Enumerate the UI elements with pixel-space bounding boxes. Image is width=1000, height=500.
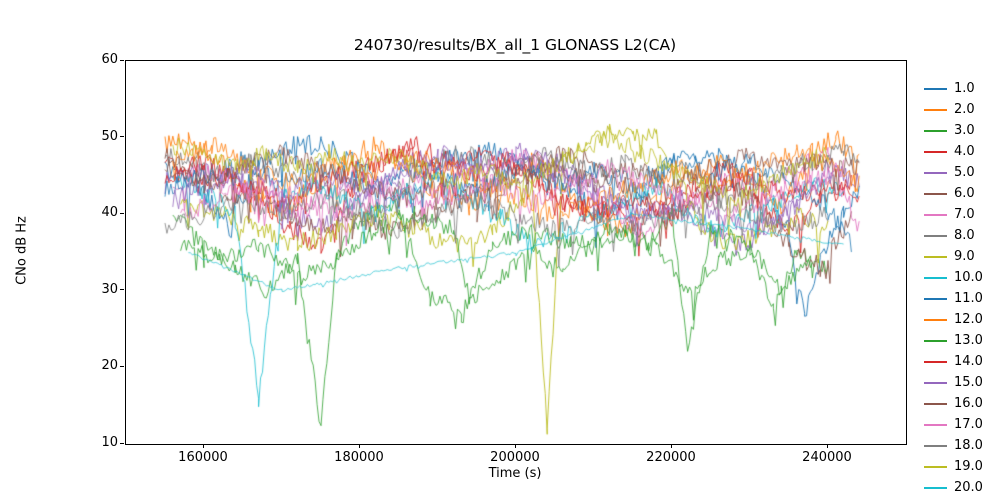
legend-entry: 5.0 bbox=[924, 162, 1000, 183]
legend-label: 15.0 bbox=[954, 375, 983, 390]
legend-line-swatch bbox=[924, 234, 947, 237]
legend-entry: 13.0 bbox=[924, 330, 1000, 351]
legend: 1.0 2.0 3.0 4.0 5.0 6.0 7.0 8.0 9.0 10.0 11.0 12.0 1… bbox=[924, 78, 1000, 498]
y-tick-mark bbox=[120, 136, 124, 138]
legend-label: 5.0 bbox=[954, 165, 975, 180]
legend-label: 3.0 bbox=[954, 123, 975, 138]
legend-label: 12.0 bbox=[954, 312, 983, 327]
legend-label: 16.0 bbox=[954, 396, 983, 411]
chart-title: 240730/results/BX_all_1 GLONASS L2(CA) bbox=[353, 36, 677, 54]
legend-line-swatch bbox=[924, 192, 947, 195]
y-tick-mark bbox=[120, 442, 124, 444]
y-tick-label: 50 bbox=[101, 128, 118, 144]
y-tick-mark bbox=[120, 365, 124, 367]
legend-line-swatch bbox=[924, 486, 947, 489]
plot-area bbox=[125, 60, 907, 445]
legend-line-swatch bbox=[924, 381, 947, 384]
legend-line-swatch bbox=[924, 171, 947, 174]
x-tick-label: 180000 bbox=[334, 450, 384, 465]
legend-line-swatch bbox=[924, 129, 947, 132]
legend-line-swatch bbox=[924, 297, 947, 300]
legend-entry: 16.0 bbox=[924, 393, 1000, 414]
legend-entry: 4.0 bbox=[924, 141, 1000, 162]
legend-label: 20.0 bbox=[954, 480, 983, 495]
y-tick-label: 30 bbox=[101, 281, 118, 297]
legend-entry: 8.0 bbox=[924, 225, 1000, 246]
x-axis-label: Time (s) bbox=[488, 466, 542, 481]
y-tick-label: 40 bbox=[101, 205, 118, 221]
legend-line-swatch bbox=[924, 150, 947, 153]
legend-line-swatch bbox=[924, 276, 947, 279]
legend-entry: 7.0 bbox=[924, 204, 1000, 225]
legend-entry: 18.0 bbox=[924, 435, 1000, 456]
y-tick-label: 60 bbox=[101, 52, 118, 67]
legend-label: 1.0 bbox=[954, 81, 975, 96]
x-tick-label: 160000 bbox=[178, 450, 228, 465]
y-tick-mark bbox=[120, 212, 124, 214]
legend-line-swatch bbox=[924, 108, 947, 111]
legend-label: 9.0 bbox=[954, 249, 975, 264]
legend-label: 13.0 bbox=[954, 333, 983, 348]
legend-line-swatch bbox=[924, 339, 947, 342]
legend-entry: 6.0 bbox=[924, 183, 1000, 204]
legend-label: 4.0 bbox=[954, 144, 975, 159]
legend-entry: 14.0 bbox=[924, 351, 1000, 372]
legend-line-swatch bbox=[924, 402, 947, 405]
legend-label: 14.0 bbox=[954, 354, 983, 369]
legend-label: 17.0 bbox=[954, 417, 983, 432]
y-tick-mark bbox=[120, 289, 124, 291]
legend-entry: 2.0 bbox=[924, 99, 1000, 120]
legend-label: 19.0 bbox=[954, 459, 983, 474]
legend-entry: 10.0 bbox=[924, 267, 1000, 288]
x-tick-mark bbox=[670, 444, 672, 448]
legend-label: 10.0 bbox=[954, 270, 983, 285]
y-tick-label: 20 bbox=[101, 358, 118, 374]
legend-entry: 11.0 bbox=[924, 288, 1000, 309]
legend-line-swatch bbox=[924, 318, 947, 321]
y-axis-label: CNo dB Hz bbox=[14, 216, 30, 285]
x-tick-label: 200000 bbox=[490, 450, 540, 465]
x-tick-label: 240000 bbox=[802, 450, 852, 465]
legend-line-swatch bbox=[924, 465, 947, 468]
x-tick-label: 220000 bbox=[646, 450, 696, 465]
legend-line-swatch bbox=[924, 423, 947, 426]
x-tick-mark bbox=[514, 444, 516, 448]
x-tick-mark bbox=[826, 444, 828, 448]
legend-entry: 1.0 bbox=[924, 78, 1000, 99]
legend-label: 2.0 bbox=[954, 102, 975, 117]
series-lines-canvas bbox=[126, 61, 906, 444]
legend-entry: 19.0 bbox=[924, 456, 1000, 477]
legend-line-swatch bbox=[924, 255, 947, 258]
legend-line-swatch bbox=[924, 87, 947, 90]
y-tick-mark bbox=[120, 59, 124, 61]
y-tick-label: 10 bbox=[101, 435, 118, 450]
legend-label: 11.0 bbox=[954, 291, 983, 306]
x-tick-mark bbox=[202, 444, 204, 448]
legend-entry: 12.0 bbox=[924, 309, 1000, 330]
legend-entry: 15.0 bbox=[924, 372, 1000, 393]
legend-line-swatch bbox=[924, 213, 947, 216]
legend-label: 6.0 bbox=[954, 186, 975, 201]
legend-label: 7.0 bbox=[954, 207, 975, 222]
legend-label: 18.0 bbox=[954, 438, 983, 453]
x-tick-mark bbox=[358, 444, 360, 448]
legend-entry: 17.0 bbox=[924, 414, 1000, 435]
legend-label: 8.0 bbox=[954, 228, 975, 243]
legend-line-swatch bbox=[924, 360, 947, 363]
legend-entry: 3.0 bbox=[924, 120, 1000, 141]
legend-entry: 9.0 bbox=[924, 246, 1000, 267]
legend-line-swatch bbox=[924, 444, 947, 447]
legend-entry: 20.0 bbox=[924, 477, 1000, 498]
